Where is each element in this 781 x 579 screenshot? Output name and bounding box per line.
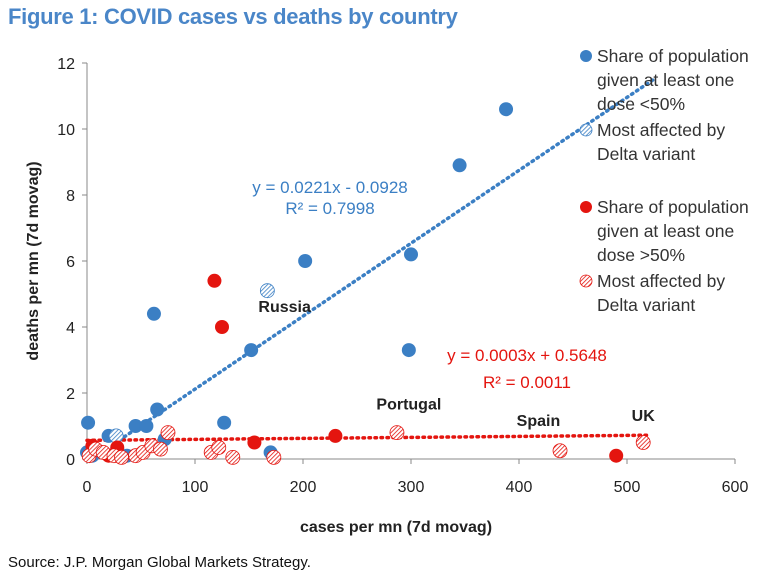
legend-label: Delta variant — [597, 295, 695, 315]
trend-equation: y = 0.0003x + 0.5648 — [447, 346, 607, 365]
legend-label: Most affected by — [597, 120, 725, 140]
data-point — [404, 247, 418, 262]
annotations: Russia Portugal Spain UK — [258, 299, 655, 430]
data-point — [211, 440, 227, 455]
legend-marker — [580, 50, 592, 62]
y-tick-label: 10 — [57, 122, 75, 139]
data-point — [139, 419, 154, 433]
y-tick-label: 8 — [66, 188, 75, 205]
data-point — [150, 402, 165, 417]
data-point — [635, 435, 651, 450]
legend-label: Share of population — [597, 197, 749, 217]
country-label: Spain — [517, 413, 561, 430]
data-point — [217, 415, 232, 430]
x-tick-label: 600 — [722, 479, 749, 496]
y-tick-label: 12 — [57, 56, 75, 73]
data-point — [207, 273, 222, 288]
data-point — [452, 158, 467, 173]
data-point — [215, 320, 229, 334]
data-point — [609, 448, 624, 463]
legend-label: dose >50% — [597, 245, 685, 265]
data-point — [153, 441, 168, 457]
data-point — [499, 102, 514, 117]
data-point — [552, 443, 568, 459]
legend-marker — [579, 274, 593, 288]
data-point — [328, 428, 343, 443]
data-point — [401, 343, 416, 358]
chart-title: Figure 1: COVID cases vs deaths by count… — [8, 4, 458, 29]
legend-label: Share of population — [597, 46, 749, 66]
data-point — [146, 306, 161, 321]
y-axis-title: deaths per mn (7d movag) — [25, 161, 42, 360]
x-tick-label: 100 — [182, 479, 209, 496]
legend-label: given at least one — [597, 70, 734, 90]
legend-label: given at least one — [597, 221, 734, 241]
data-point — [259, 283, 275, 299]
y-tick-label: 0 — [66, 452, 75, 469]
x-tick-label: 300 — [398, 479, 425, 496]
country-label: Portugal — [376, 397, 441, 414]
legend-marker — [579, 123, 593, 137]
country-label: Russia — [258, 299, 311, 316]
trendlines — [85, 77, 656, 443]
trend-r-squared: R² = 0.0011 — [483, 373, 571, 392]
country-label: UK — [632, 408, 656, 425]
data-point — [160, 425, 176, 441]
legend-marker — [580, 201, 592, 213]
data-point — [298, 254, 313, 268]
data-point — [128, 419, 143, 433]
x-tick-label: 400 — [506, 479, 533, 496]
x-axis-title: cases per mn (7d movag) — [300, 519, 492, 536]
trendline-blue — [117, 77, 656, 442]
trendline-red — [85, 433, 651, 443]
x-tick-label: 500 — [614, 479, 641, 496]
y-tick-label: 6 — [66, 254, 75, 271]
legend: Share of population given at least one dos… — [579, 46, 749, 315]
legend-label: Most affected by — [597, 271, 725, 291]
trend-equations: y = 0.0221x - 0.0928 R² = 0.7998 y = 0.000… — [252, 178, 607, 392]
x-tick-label: 200 — [290, 479, 317, 496]
data-point — [389, 425, 405, 441]
data-point — [247, 435, 262, 450]
data-point — [225, 449, 241, 465]
y-tick-label: 2 — [66, 386, 75, 403]
data-point — [244, 343, 259, 358]
data-point — [114, 449, 129, 465]
legend-label: Delta variant — [597, 144, 695, 164]
legend-label: dose <50% — [597, 94, 685, 114]
trend-equation: y = 0.0221x - 0.0928 — [252, 178, 407, 197]
y-tick-label: 4 — [66, 320, 75, 337]
x-tick-label: 0 — [83, 479, 92, 496]
data-point — [266, 449, 282, 465]
trend-r-squared: R² = 0.7998 — [285, 199, 374, 218]
data-points — [80, 102, 651, 465]
data-point — [81, 415, 96, 430]
source-note: Source: J.P. Morgan Global Markets Strat… — [8, 554, 311, 571]
axes: 0 2 4 6 8 10 12 0 100 200 300 400 500 600 cases per mn… — [25, 56, 748, 536]
